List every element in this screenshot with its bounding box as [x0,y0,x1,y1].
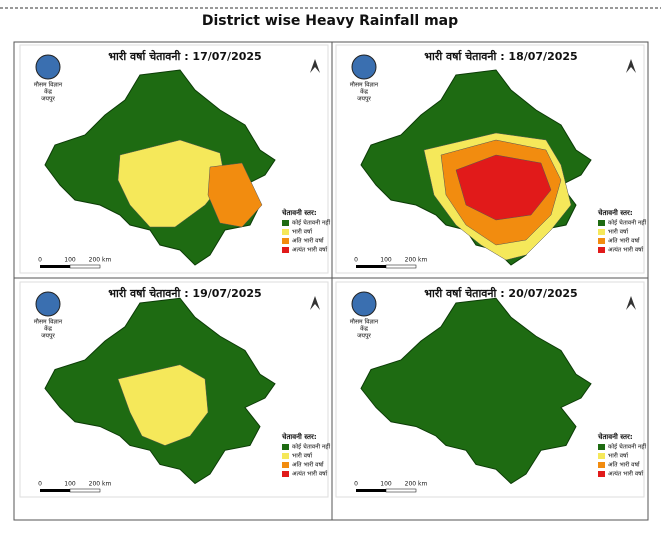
logo-text: केंद्र [44,88,53,96]
map-panel: भारी वर्षा चेतावनी : 20/07/2025 मौसम विज्… [335,281,646,498]
warning-zone [207,162,263,228]
scale-label: 200 km [89,257,112,264]
scale-bar [385,264,417,269]
panel-title: भारी वर्षा चेतावनी : 17/07/2025 [108,49,261,63]
map-panel: भारी वर्षा चेतावनी : 18/07/2025 मौसम विज्… [335,44,646,274]
scale-bar [356,265,386,268]
logo-text: केंद्र [44,325,53,333]
legend-swatch [282,229,289,235]
scale-label: 100 [380,481,392,488]
legend-label: अत्यंत भारी वर्षा [608,246,644,254]
legend-swatch [282,453,289,459]
scale-bar [69,264,101,269]
logo-text: मौसम विज्ञान [34,318,63,326]
frame [13,41,649,521]
scale-label: 0 [354,481,358,488]
legend-label: कोई चेतावनी नहीं [292,219,330,227]
logo-text: केंद्र [360,325,369,333]
legend-title: चेतावनी स्तर: [597,208,633,217]
legend-swatch [282,220,289,226]
legend-swatch [598,462,605,468]
legend-swatch [598,453,605,459]
scale-bar [385,488,417,493]
legend-swatch [282,247,289,253]
legend-label: कोई चेतावनी नहीं [292,443,330,451]
panel-title: भारी वर्षा चेतावनी : 19/07/2025 [108,286,261,300]
scale-label: 0 [38,257,42,264]
legend-label: अति भारी वर्षा [292,237,325,245]
warning-zone [455,154,552,221]
legend-label: भारी वर्षा [608,452,629,460]
logo [351,291,377,317]
logo [351,54,377,80]
legend-swatch [282,471,289,477]
logo-text: केंद्र [360,88,369,96]
legend-swatch [598,471,605,477]
legend-label: अत्यंत भारी वर्षा [292,470,328,478]
scale-label: 200 km [405,481,428,488]
scale-bar [69,488,101,493]
legend-title: चेतावनी स्तर: [281,208,317,217]
state-map [44,297,276,485]
legend-label: अति भारी वर्षा [608,461,641,469]
logo-text: मौसम विज्ञान [350,81,379,89]
warning-zone [117,364,209,446]
scale-label: 0 [354,257,358,264]
legend-title: चेतावनी स्तर: [281,432,317,441]
scale-bar [356,489,386,492]
scale-label: 0 [38,481,42,488]
panel-title: भारी वर्षा चेतावनी : 18/07/2025 [424,49,577,63]
state-map [360,297,592,485]
legend-swatch [598,238,605,244]
legend-label: भारी वर्षा [292,228,313,236]
logo-text: जयपुर [357,96,371,103]
north-arrow [310,296,320,310]
north-arrow [626,59,636,73]
map-panel: भारी वर्षा चेतावनी : 17/07/2025 मौसम विज्… [19,44,330,274]
legend-label: कोई चेतावनी नहीं [608,443,646,451]
logo-text: जयपुर [357,333,371,340]
north-arrow [310,59,320,73]
logo-text: मौसम विज्ञान [34,81,63,89]
legend-swatch [598,220,605,226]
legend-label: अत्यंत भारी वर्षा [292,246,328,254]
north-arrow [626,296,636,310]
legend-swatch [282,238,289,244]
scale-label: 100 [64,481,76,488]
scale-bar [40,265,70,268]
scale-bar [40,489,70,492]
legend-swatch [282,444,289,450]
legend-label: भारी वर्षा [608,228,629,236]
logo-text: जयपुर [41,96,55,103]
legend-title: चेतावनी स्तर: [597,432,633,441]
logo-text: जयपुर [41,333,55,340]
scale-label: 100 [64,257,76,264]
state-outline [360,297,592,485]
legend-label: कोई चेतावनी नहीं [608,219,646,227]
legend-label: अति भारी वर्षा [608,237,641,245]
state-map [360,69,592,266]
scale-label: 100 [380,257,392,264]
map-panel: भारी वर्षा चेतावनी : 19/07/2025 मौसम विज्… [19,281,330,498]
legend-swatch [598,229,605,235]
logo-text: मौसम विज्ञान [350,318,379,326]
legend-swatch [598,444,605,450]
logo [35,291,61,317]
legend-swatch [598,247,605,253]
warning-zone [117,139,226,228]
legend-swatch [282,462,289,468]
scale-label: 200 km [89,481,112,488]
logo [35,54,61,80]
legend-label: भारी वर्षा [292,452,313,460]
legend-label: अति भारी वर्षा [292,461,325,469]
panel-title: भारी वर्षा चेतावनी : 20/07/2025 [424,286,577,300]
page-title: District wise Heavy Rainfall map [202,13,458,29]
state-map [44,69,276,266]
scale-label: 200 km [405,257,428,264]
legend-label: अत्यंत भारी वर्षा [608,470,644,478]
